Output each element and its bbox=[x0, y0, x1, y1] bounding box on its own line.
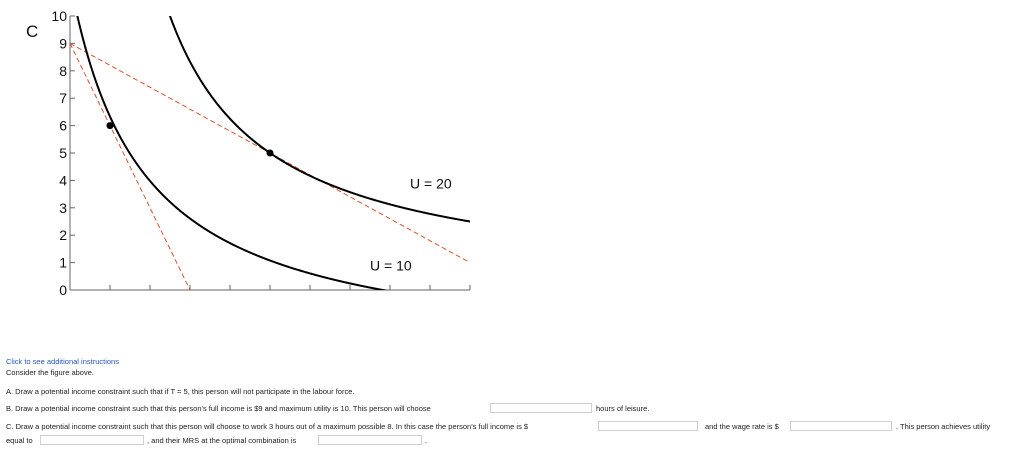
optimal-point bbox=[266, 149, 274, 157]
curve-label-u10: U = 10 bbox=[370, 257, 412, 273]
question-a-text: A. Draw a potential income constraint su… bbox=[6, 387, 355, 396]
wage-rate-input[interactable] bbox=[790, 421, 892, 431]
x-tick-label: 9 bbox=[426, 298, 434, 300]
y-tick-label: 8 bbox=[59, 63, 67, 79]
indifference-curve bbox=[168, 16, 470, 223]
x-tick-label: 2 bbox=[146, 298, 154, 300]
x-tick-label: 7 bbox=[346, 298, 354, 300]
mrs-label: , and their MRS at the optimal combinati… bbox=[147, 436, 297, 445]
intro-text: Consider the figure above. bbox=[6, 368, 94, 377]
indifference-curve bbox=[76, 16, 389, 290]
equal-to-label: equal to bbox=[6, 436, 33, 445]
y-tick-label: 9 bbox=[59, 35, 67, 51]
x-tick-label: 6 bbox=[306, 298, 314, 300]
x-tick-label: 1 bbox=[106, 298, 114, 300]
question-b-text: B. Draw a potential income constraint su… bbox=[6, 404, 431, 413]
x-tick-label: 10 bbox=[462, 298, 478, 300]
x-tick-label: 5 bbox=[266, 298, 274, 300]
y-tick-label: 3 bbox=[59, 200, 67, 216]
question-c-text: C. Draw a potential income constraint su… bbox=[6, 422, 529, 431]
y-tick-label: 1 bbox=[59, 255, 67, 271]
full-income-input[interactable] bbox=[598, 421, 698, 431]
y-tick-label: 2 bbox=[59, 227, 67, 243]
budget-line bbox=[69, 43, 191, 291]
y-tick-label: 0 bbox=[59, 282, 67, 298]
y-tick-label: 6 bbox=[59, 118, 67, 134]
y-tick-label: 10 bbox=[51, 8, 67, 24]
panel-label: C bbox=[26, 22, 38, 41]
y-tick-label: 5 bbox=[59, 145, 67, 161]
utility-input[interactable] bbox=[40, 435, 144, 445]
y-tick-label: 4 bbox=[59, 172, 67, 188]
question-c-end: . bbox=[425, 436, 428, 445]
x-tick-label: 3 bbox=[186, 298, 194, 300]
wage-rate-label: and the wage rate is $ bbox=[705, 422, 779, 431]
y-tick-label: 7 bbox=[59, 90, 67, 106]
mrs-input[interactable] bbox=[318, 435, 422, 445]
leisure-hours-input[interactable] bbox=[490, 403, 592, 413]
utility-label: . This person achieves utility bbox=[896, 422, 991, 431]
indifference-chart: 012345678910012345678910CℓU = 20U = 10 bbox=[26, 8, 478, 300]
x-tick-label: 4 bbox=[226, 298, 234, 300]
additional-instructions-link[interactable]: Click to see additional instructions bbox=[6, 357, 119, 366]
optimal-point bbox=[106, 122, 114, 130]
x-tick-label: 8 bbox=[386, 298, 394, 300]
curve-label-u20: U = 20 bbox=[410, 176, 452, 192]
question-b-suffix: hours of leisure. bbox=[596, 404, 650, 413]
x-tick-label: 0 bbox=[66, 298, 74, 300]
